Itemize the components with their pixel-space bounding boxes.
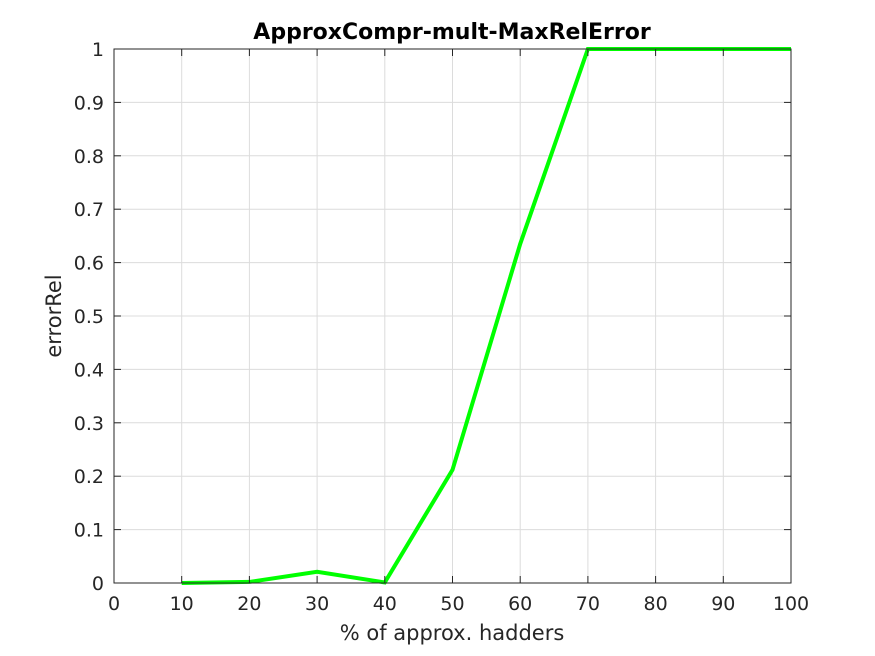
y-tick-labels: 0 0.1 0.2 0.3 0.4 0.5 0.6 0.7 0.8 0.9 1 (74, 39, 104, 595)
y-tick-label: 0 (92, 573, 104, 595)
x-tick-label: 60 (508, 593, 532, 615)
axis-ticks (113, 48, 792, 584)
y-tick-label: 0.3 (74, 413, 104, 435)
x-tick-label: 20 (237, 593, 261, 615)
y-tick-label: 0.4 (74, 359, 104, 381)
y-tick-label: 0.6 (74, 253, 104, 275)
y-tick-label: 0.5 (74, 306, 104, 328)
x-tick-label: 50 (440, 593, 464, 615)
y-tick-label: 0.2 (74, 466, 104, 488)
x-tick-label: 70 (576, 593, 600, 615)
x-tick-label: 10 (170, 593, 194, 615)
y-tick-label: 0.1 (74, 520, 104, 542)
x-tick-label: 30 (305, 593, 329, 615)
chart-title: ApproxCompr-mult-MaxRelError (253, 20, 651, 45)
y-tick-label: 1 (92, 39, 104, 61)
x-tick-label: 40 (373, 593, 397, 615)
y-tick-label: 0.7 (74, 199, 104, 221)
x-tick-labels: 0 10 20 30 40 50 60 70 80 90 100 (108, 593, 809, 615)
x-tick-label: 0 (108, 593, 120, 615)
x-tick-label: 100 (773, 593, 809, 615)
x-tick-label: 90 (711, 593, 735, 615)
y-axis-label: errorRel (42, 274, 66, 357)
y-tick-label: 0.8 (74, 146, 104, 168)
y-tick-label: 0.9 (74, 92, 104, 114)
x-tick-label: 80 (644, 593, 668, 615)
x-axis-label: % of approx. hadders (340, 621, 565, 645)
